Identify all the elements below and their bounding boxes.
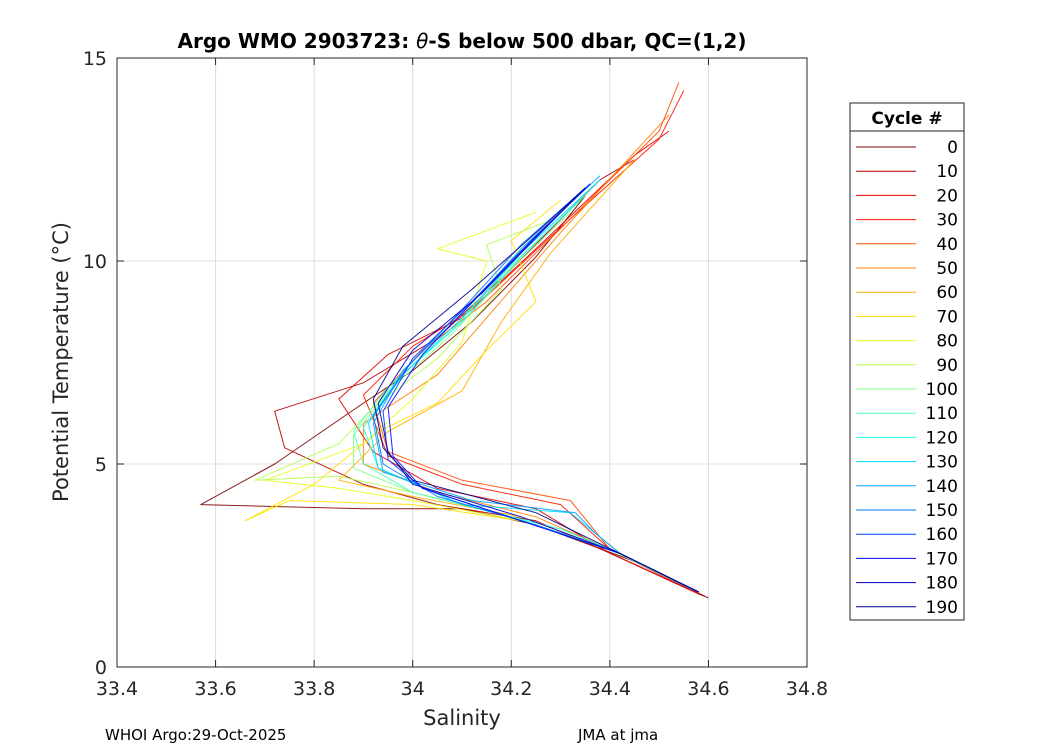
legend-label-170: 170 [926, 549, 958, 569]
legend-label-30: 30 [936, 211, 958, 231]
y-tick-label: 0 [95, 657, 107, 679]
footer-source: WHOI Argo:29-Oct-2025 [105, 726, 287, 744]
x-tick-label: 33.8 [293, 678, 335, 700]
legend-label-110: 110 [926, 404, 958, 424]
y-axis-label: Potential Temperature (°C) [49, 222, 73, 502]
legend-label-70: 70 [936, 307, 958, 327]
legend-label-20: 20 [936, 186, 958, 206]
y-tick-label: 15 [83, 48, 107, 70]
legend-label-80: 80 [936, 332, 958, 352]
chart-title: Argo WMO 2903723: θ-S below 500 dbar, QC… [178, 29, 747, 53]
series-line-cycle-190 [372, 187, 699, 593]
legend-label-160: 160 [926, 525, 958, 545]
legend-label-120: 120 [926, 428, 958, 448]
axes-box [116, 57, 808, 668]
legend-title: Cycle # [871, 109, 942, 129]
x-axis-label: Salinity [423, 706, 501, 730]
plot-area [117, 58, 807, 667]
series-line-cycle-170 [387, 183, 699, 593]
legend-label-10: 10 [936, 162, 958, 182]
x-tick-label: 33.4 [96, 678, 138, 700]
x-tick-label: 34.4 [589, 678, 631, 700]
x-tick-label: 34.6 [687, 678, 729, 700]
series-line-cycle-120 [362, 179, 694, 591]
legend-label-50: 50 [936, 259, 958, 279]
grid-lines [117, 58, 807, 667]
legend-label-90: 90 [936, 356, 958, 376]
legend: Cycle # 0 10 20 30 40 50 60 70 80 90 100 110 120 130 1… [849, 102, 965, 621]
legend-label-150: 150 [926, 501, 958, 521]
series-line-cycle-180 [377, 187, 699, 593]
x-tick-label: 34.8 [786, 678, 828, 700]
legend-label-100: 100 [926, 380, 958, 400]
legend-label-140: 140 [926, 477, 958, 497]
y-tick-label: 5 [95, 454, 107, 476]
legend-entries: 0 10 20 30 40 50 60 70 80 90 100 110 120 130 140 150 160… [856, 138, 958, 618]
legend-label-0: 0 [947, 138, 958, 158]
legend-label-130: 130 [926, 453, 958, 473]
axis-ticks: 33.4 33.6 33.8 34 34.2 34.4 34.6 34.8 0 5 10 15 [83, 48, 828, 700]
series-line-cycle-40 [372, 82, 699, 593]
legend-label-60: 60 [936, 283, 958, 303]
legend-label-180: 180 [926, 574, 958, 594]
footer-attribution: JMA at jma [578, 726, 659, 744]
legend-label-190: 190 [926, 598, 958, 618]
data-series [200, 82, 709, 599]
y-tick-label: 10 [83, 251, 107, 273]
x-tick-label: 34.2 [490, 678, 532, 700]
x-tick-label: 33.6 [194, 678, 236, 700]
legend-label-40: 40 [936, 235, 958, 255]
series-line-cycle-20 [338, 130, 699, 595]
x-tick-label: 34 [401, 678, 425, 700]
